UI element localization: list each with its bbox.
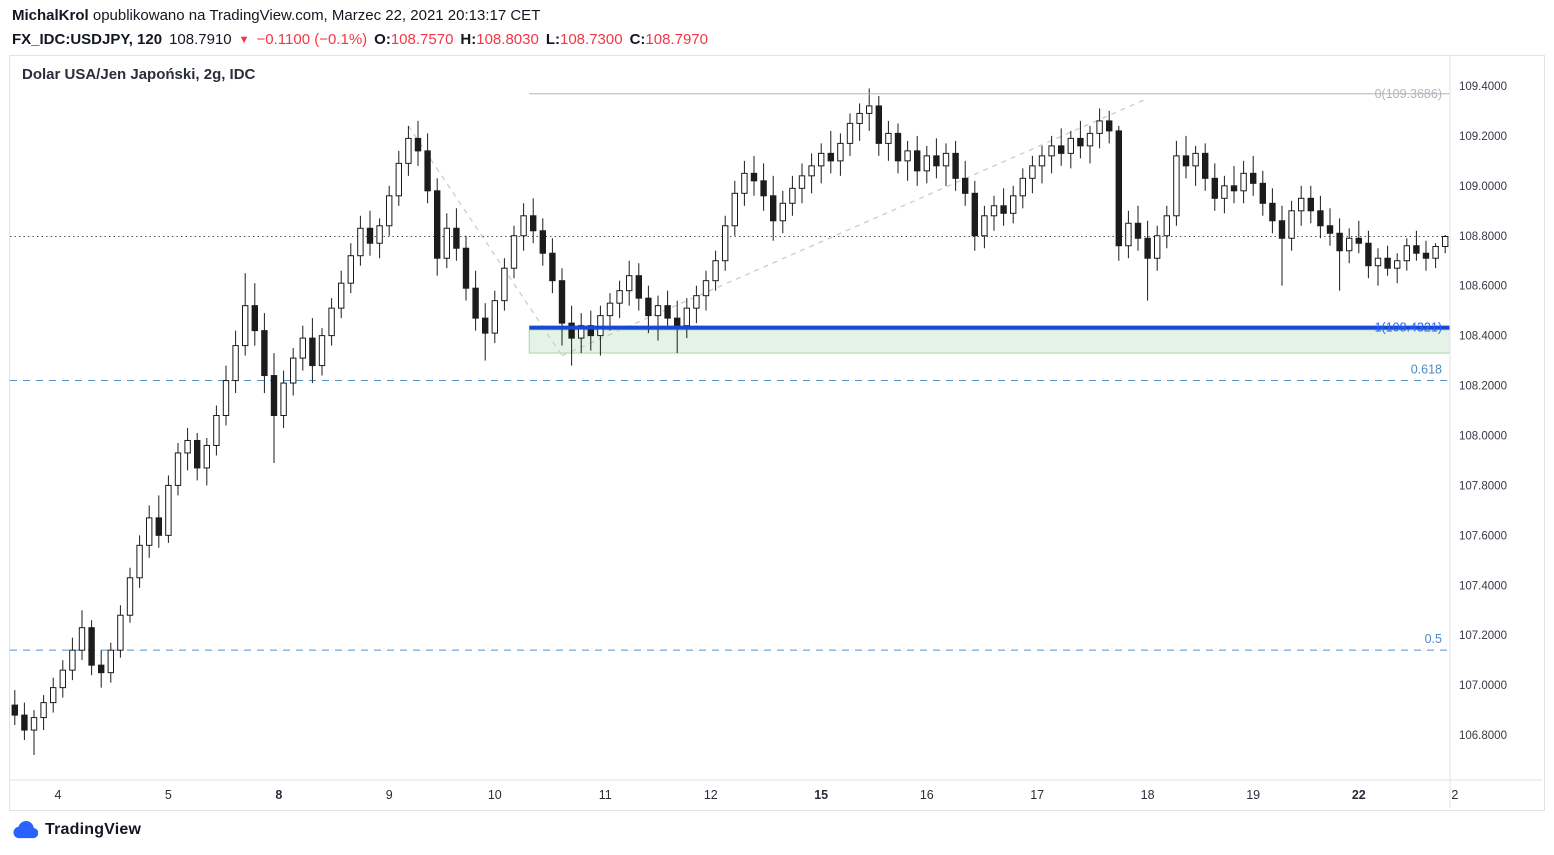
open-label: O: (374, 31, 391, 48)
svg-text:106.8000: 106.8000 (1459, 730, 1507, 742)
chart-area: 109.4000 109.2000 109.0000 108.8000 108.6000… (9, 55, 1545, 811)
svg-text:108.8000: 108.8000 (1459, 231, 1507, 243)
svg-text:108.6000: 108.6000 (1459, 281, 1507, 293)
svg-text:18: 18 (1141, 788, 1155, 802)
svg-text:107.0000: 107.0000 (1459, 680, 1507, 692)
svg-text:10: 10 (488, 788, 502, 802)
svg-text:12: 12 (704, 788, 718, 802)
open-value: O:108.7570 (374, 31, 454, 48)
price-axis[interactable]: 109.4000 109.2000 109.0000 108.8000 108.6000… (10, 56, 1542, 808)
candles (11, 88, 1449, 756)
level-labels: 0.618 0.5 0(109.3686) 1(108.4321) (1375, 87, 1442, 646)
fib-0618-line-label: 0.618 (1411, 363, 1442, 377)
author-name[interactable]: MichalKrol (12, 7, 89, 24)
svg-text:109.2000: 109.2000 (1459, 131, 1507, 143)
trend-lines (407, 97, 1148, 357)
fib-0-line-label: 0(109.3686) (1375, 87, 1442, 101)
svg-text:17: 17 (1030, 788, 1044, 802)
publish-line: MichalKrol opublikowano na TradingView.c… (12, 7, 1542, 25)
svg-text:107.6000: 107.6000 (1459, 530, 1507, 542)
close-label: C: (629, 31, 646, 48)
candlestick-chart[interactable]: 109.4000 109.2000 109.0000 108.8000 108.6000… (10, 56, 1542, 808)
tradingview-logo-text: TradingView (45, 820, 142, 838)
svg-text:109.4000: 109.4000 (1459, 81, 1507, 93)
footer: TradingView (0, 811, 1554, 848)
publish-info: opublikowano na TradingView.com, Marzec … (88, 7, 541, 24)
low-value: L:108.7300 (545, 31, 623, 48)
close-value: C:108.7970 (629, 31, 708, 48)
svg-text:108.2000: 108.2000 (1459, 381, 1507, 393)
last-price: 108.7910 (169, 31, 232, 48)
svg-text:2: 2 (1451, 788, 1458, 802)
fib-zone (528, 329, 1451, 354)
svg-text:4: 4 (55, 788, 62, 802)
svg-text:108.0000: 108.0000 (1459, 430, 1507, 442)
svg-text:9: 9 (386, 788, 393, 802)
high-value: H:108.8030 (460, 31, 539, 48)
fib-1-line-label: 1(108.4321) (1375, 321, 1442, 335)
svg-text:109.0000: 109.0000 (1459, 181, 1507, 193)
header: MichalKrol opublikowano na TradingView.c… (0, 0, 1554, 50)
cloud-icon (13, 821, 38, 839)
svg-text:19: 19 (1246, 788, 1260, 802)
svg-text:107.8000: 107.8000 (1459, 480, 1507, 492)
svg-text:5: 5 (165, 788, 172, 802)
price-change: −0.1100 (−0.1%) (256, 31, 368, 48)
chart-title: Dolar USA/Jen Japoński, 2g, IDC (22, 66, 256, 83)
svg-text:8: 8 (275, 788, 282, 802)
fib-levels (10, 236, 1450, 651)
tradingview-logo[interactable]: TradingView (12, 820, 141, 839)
svg-text:16: 16 (920, 788, 934, 802)
low-label: L: (545, 31, 560, 48)
svg-text:107.2000: 107.2000 (1459, 630, 1507, 642)
fib-05-line-label: 0.5 (1425, 632, 1442, 646)
svg-text:15: 15 (814, 788, 828, 802)
symbol-line: FX_IDC:USDJPY, 120 108.7910 ▼ −0.1100 (−… (12, 31, 1542, 50)
price-down-arrow-icon: ▼ (238, 34, 250, 46)
price-lines[interactable] (529, 93, 1450, 330)
svg-text:107.4000: 107.4000 (1459, 580, 1507, 592)
svg-text:11: 11 (599, 788, 612, 802)
svg-text:108.4000: 108.4000 (1459, 331, 1507, 343)
high-label: H: (460, 31, 477, 48)
symbol-title[interactable]: FX_IDC:USDJPY, 120 (12, 31, 163, 48)
time-axis[interactable]: 4 5 8 9 10 11 12 15 16 17 18 19 22 2 (55, 788, 1459, 802)
svg-text:22: 22 (1352, 788, 1366, 802)
